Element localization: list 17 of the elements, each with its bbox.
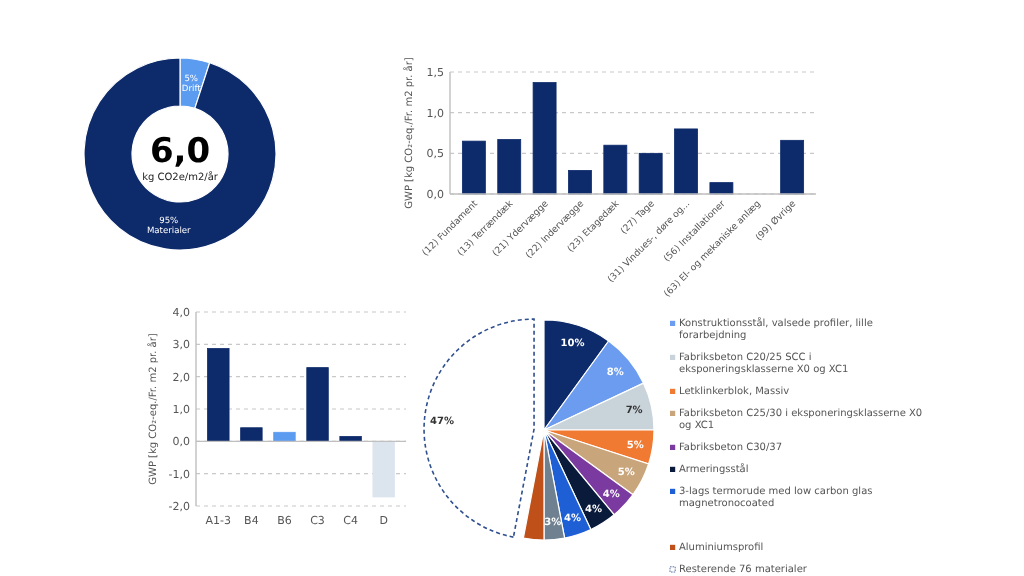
text: 6,0 <box>149 132 211 172</box>
bar <box>372 440 395 498</box>
bar <box>568 170 592 195</box>
bar <box>497 139 522 195</box>
bar <box>780 139 805 195</box>
bar <box>273 431 296 442</box>
bar <box>461 140 486 195</box>
bar <box>674 128 698 195</box>
bar <box>240 427 263 442</box>
donut-slice <box>83 57 277 251</box>
bar <box>339 436 362 442</box>
bar <box>709 182 734 195</box>
bar <box>603 144 628 195</box>
bar <box>306 367 329 442</box>
bar <box>532 82 557 195</box>
bar <box>207 348 230 442</box>
bar <box>638 152 663 195</box>
